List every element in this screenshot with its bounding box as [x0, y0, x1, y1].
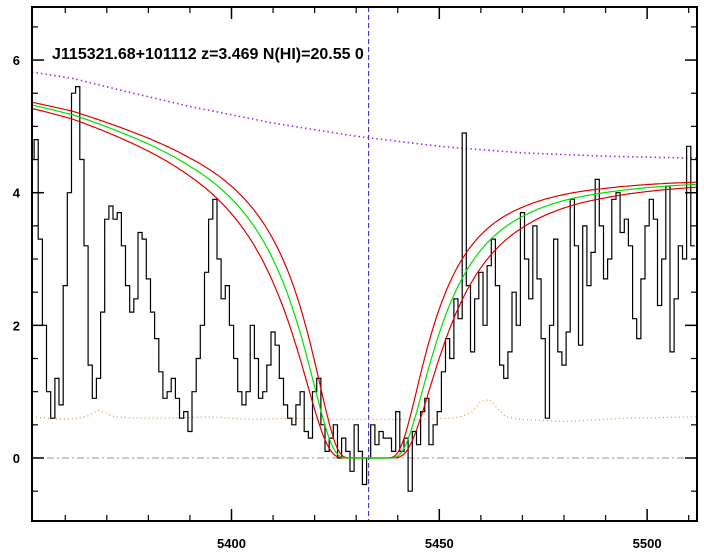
noise-series — [32, 398, 697, 423]
x-tick-label: 5400 — [217, 536, 246, 551]
x-tick-label: 5450 — [425, 536, 454, 551]
fit-best-series — [32, 104, 697, 459]
continuum-series — [32, 71, 697, 159]
axes: 5400 5450 5500 0 2 4 6 — [13, 6, 698, 551]
chart-title: J115321.68+101112 z=3.469 N(HI)=20.55 0 — [52, 46, 364, 63]
plot-area — [32, 7, 697, 521]
y-tick-label: 2 — [13, 318, 20, 333]
x-tick-label: 5500 — [633, 536, 662, 551]
y-tick-label: 0 — [13, 451, 20, 466]
y-tick-label: 6 — [13, 53, 20, 68]
plot-frame — [31, 6, 698, 522]
y-tick-label: 4 — [13, 186, 21, 201]
flux-series — [32, 86, 695, 492]
